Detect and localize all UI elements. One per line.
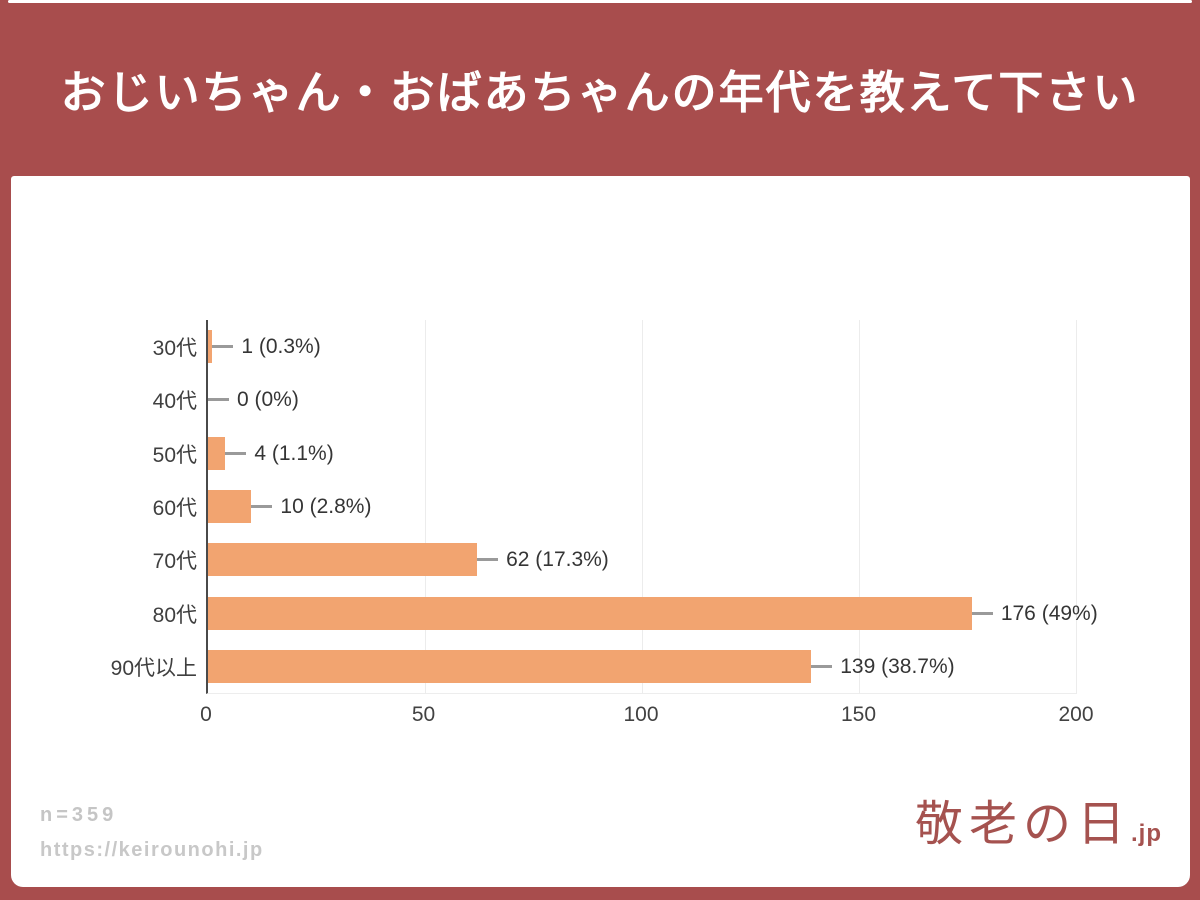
value-label: 176 (49%) [1000,601,1098,625]
category-label: 60代 [152,496,197,520]
category-label: 70代 [152,550,197,574]
bar-row: 0 (0%) [208,373,1076,426]
category-label: 40代 [152,390,197,414]
bar [208,649,812,683]
chart-panel: 30代 40代 50代 60代 70代 80代 90代以上 1 (0.3%) 0 (0%) 4 … [11,176,1190,887]
value-label: 0 (0%) [237,388,299,412]
value-label: 4 (1.1%) [254,441,334,465]
logo-jp-suffix: .jp [1131,820,1162,848]
bar-row: 176 (49%) [208,586,1098,639]
x-tick-label-200: 200 [1058,703,1094,726]
leader-line [811,664,833,668]
bar-row: 139 (38.7%) [208,640,1076,693]
value-label: 139 (38.7%) [840,654,955,678]
gridline-100 [642,320,643,694]
gridline-150 [859,320,860,694]
header: おじいちゃん・おばあちゃんの年代を教えて下さい [0,0,1200,176]
leader-line [477,558,499,562]
page-title: おじいちゃん・おばあちゃんの年代を教えて下さい [60,66,1140,118]
bar [208,543,478,577]
source-url-label: https://keirounohi.jp [40,839,264,861]
value-label: 10 (2.8%) [280,494,372,518]
category-axis-labels: 30代 40代 50代 60代 70代 80代 90代以上 [11,320,197,694]
x-tick-label-50: 50 [411,703,436,726]
leader-line [225,451,247,455]
bar [208,489,252,523]
value-label: 1 (0.3%) [241,335,321,359]
gridline-50 [425,320,426,694]
leader-line [212,345,234,349]
x-tick-label-0: 0 [200,703,212,726]
x-tick-label-150: 150 [840,703,877,726]
leader-line [971,611,993,615]
category-label: 80代 [152,603,197,627]
top-strip-decoration [8,0,1192,3]
x-axis-ticks: 0 50 100 150 200 [200,703,1093,731]
bar [208,330,213,364]
logo-wordmark: 敬老の日 [914,796,1131,852]
bar-row: 62 (17.3%) [208,533,1076,586]
bar [208,436,226,470]
gridline-200 [1076,320,1077,694]
x-tick-label-100: 100 [623,703,659,726]
leader-line [208,398,229,402]
footer-meta: n=359 https://keirounohi.jp [40,804,264,862]
keirounohi-logo: 敬老の日 .jp [915,798,1162,851]
category-label: 30代 [152,336,197,360]
bar-row: 1 (0.3%) [208,320,1076,373]
bar-row: 4 (1.1%) [208,427,1076,480]
category-label: 90代以上 [110,657,197,681]
leader-line [251,504,273,508]
sample-size-label: n=359 [40,804,118,826]
plot-area: 1 (0.3%) 0 (0%) 4 (1.1%) 10 (2.8%) 62 (17.3%… [206,320,1098,694]
value-label: 62 (17.3%) [506,548,609,572]
bar [208,596,972,630]
category-label: 50代 [152,443,197,467]
bar-row: 10 (2.8%) [208,480,1076,533]
